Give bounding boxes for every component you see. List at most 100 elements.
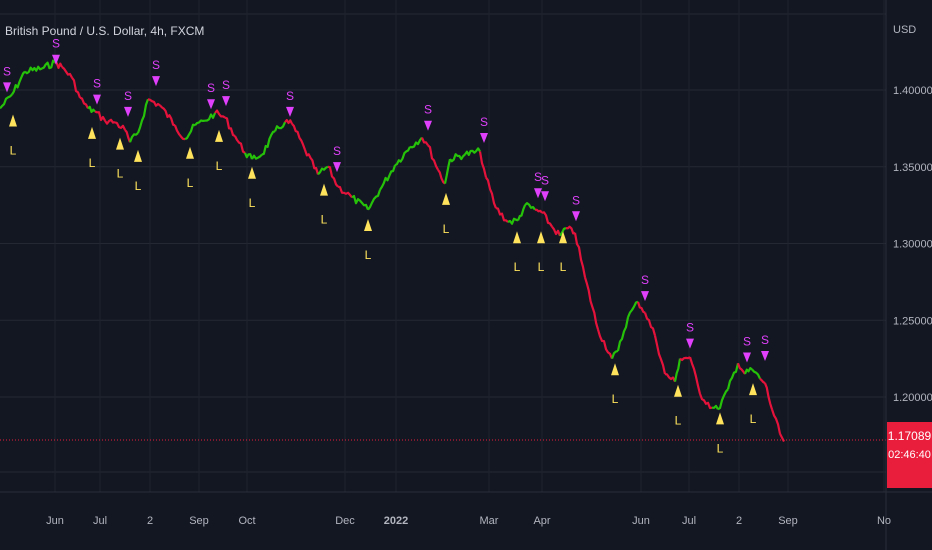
price-segment — [559, 227, 567, 237]
price-segment — [273, 121, 286, 132]
price-segment — [653, 335, 667, 375]
price-segment — [495, 207, 509, 223]
price-segment — [147, 98, 161, 107]
sell-signal-label: S — [333, 144, 341, 158]
sell-signal-label: S — [124, 89, 132, 103]
sell-signal-marker — [424, 120, 432, 131]
time-tick-label: Mar — [480, 515, 499, 527]
buy-signal-marker — [442, 192, 450, 205]
price-axis[interactable]: 1.40000 1.35000 1.30000 1.25000 1.20000 — [893, 85, 932, 404]
price-segment — [71, 77, 82, 99]
currency-label: USD — [893, 24, 917, 36]
price-segment — [478, 151, 488, 178]
sell-signal-label: S — [286, 89, 294, 103]
price-segment — [11, 70, 26, 96]
sell-signal-marker — [743, 352, 751, 363]
buy-signal-marker — [674, 384, 682, 397]
sell-signal-label: S — [3, 64, 11, 78]
buy-signal-label: L — [750, 412, 757, 426]
price-segment — [394, 146, 411, 167]
time-tick-label: Oct — [238, 515, 255, 527]
price-segment — [763, 382, 774, 410]
sell-signal-marker — [207, 99, 215, 110]
price-segment — [664, 372, 676, 383]
price-segment — [159, 104, 176, 127]
buy-signal-label: L — [675, 414, 682, 428]
price-segment — [551, 225, 562, 237]
price-segment — [743, 367, 753, 375]
price-segment — [224, 116, 236, 137]
buy-signal-marker — [215, 129, 223, 142]
buy-signal-marker — [9, 114, 17, 127]
last-price-value: 1.17089 — [887, 429, 932, 443]
buy-signal-label: L — [10, 144, 17, 158]
buy-signal-marker — [186, 146, 194, 159]
price-segment — [261, 130, 276, 156]
sell-signal-label: S — [480, 115, 488, 129]
price-segment — [128, 132, 139, 143]
price-segment — [736, 362, 746, 375]
price-segment — [541, 211, 553, 228]
price-segment — [24, 65, 43, 75]
price-segment — [234, 135, 246, 154]
price-segment — [636, 301, 646, 314]
price-segment — [114, 121, 126, 131]
sell-signal-marker — [3, 82, 11, 93]
price-segment — [284, 119, 293, 125]
sell-signal-marker — [761, 350, 769, 361]
price-segment — [565, 225, 576, 235]
time-tick-label: Sep — [778, 515, 798, 527]
time-axis[interactable]: Jun Jul 2 Sep Oct Dec 2022 Mar Apr Jun Jul 2 Sep No — [46, 515, 891, 527]
price-segment — [626, 300, 639, 318]
time-tick-label: Jul — [682, 515, 696, 527]
buy-signal-marker — [116, 137, 124, 150]
price-segment — [643, 312, 657, 336]
price-tick-label: 1.35000 — [893, 162, 932, 174]
price-segment — [437, 169, 446, 185]
price-segment — [443, 158, 452, 184]
price-series — [0, 59, 785, 443]
price-segment — [420, 137, 429, 146]
time-tick-label: Dec — [335, 515, 355, 527]
time-tick-label: 2022 — [384, 515, 408, 527]
sell-signal-label: S — [541, 173, 549, 187]
sell-signal-marker — [641, 291, 649, 302]
buy-signal-marker — [88, 126, 96, 139]
buy-signal-label: L — [538, 260, 545, 274]
buy-signal-label: L — [717, 441, 724, 455]
price-segment — [87, 105, 96, 113]
symbol-title[interactable]: British Pound / U.S. Dollar, 4h, FXCM — [5, 24, 205, 38]
price-segment — [337, 185, 353, 199]
buy-signal-label: L — [249, 196, 256, 210]
price-segment — [367, 189, 382, 211]
sell-signal-marker — [534, 188, 542, 199]
price-segment — [698, 393, 713, 410]
buy-signal-label: L — [612, 392, 619, 406]
price-segment — [136, 98, 150, 134]
buy-signal-marker — [248, 166, 256, 179]
buy-signal-label: L — [321, 213, 328, 227]
price-segment — [214, 109, 226, 119]
time-tick-label: Jul — [93, 515, 107, 527]
buy-signal-marker — [559, 231, 567, 244]
price-segment — [583, 276, 600, 330]
price-segment — [464, 147, 481, 156]
sell-signal-label: S — [52, 37, 60, 51]
price-segment — [243, 152, 254, 160]
buy-signal-marker — [611, 363, 619, 376]
sell-signal-marker — [52, 54, 60, 65]
buy-signal-label: L — [135, 179, 142, 193]
price-segment — [449, 153, 466, 163]
buy-signal-label: L — [187, 176, 194, 190]
price-segment — [759, 377, 766, 385]
price-segment — [194, 119, 206, 127]
buy-signal-label: L — [560, 260, 567, 274]
price-tick-label: 1.40000 — [893, 85, 932, 97]
price-segment — [41, 59, 56, 70]
sell-signal-marker — [572, 211, 580, 222]
buy-signal-marker — [320, 183, 328, 196]
price-segment — [94, 110, 106, 122]
time-tick-label: Apr — [533, 515, 550, 527]
